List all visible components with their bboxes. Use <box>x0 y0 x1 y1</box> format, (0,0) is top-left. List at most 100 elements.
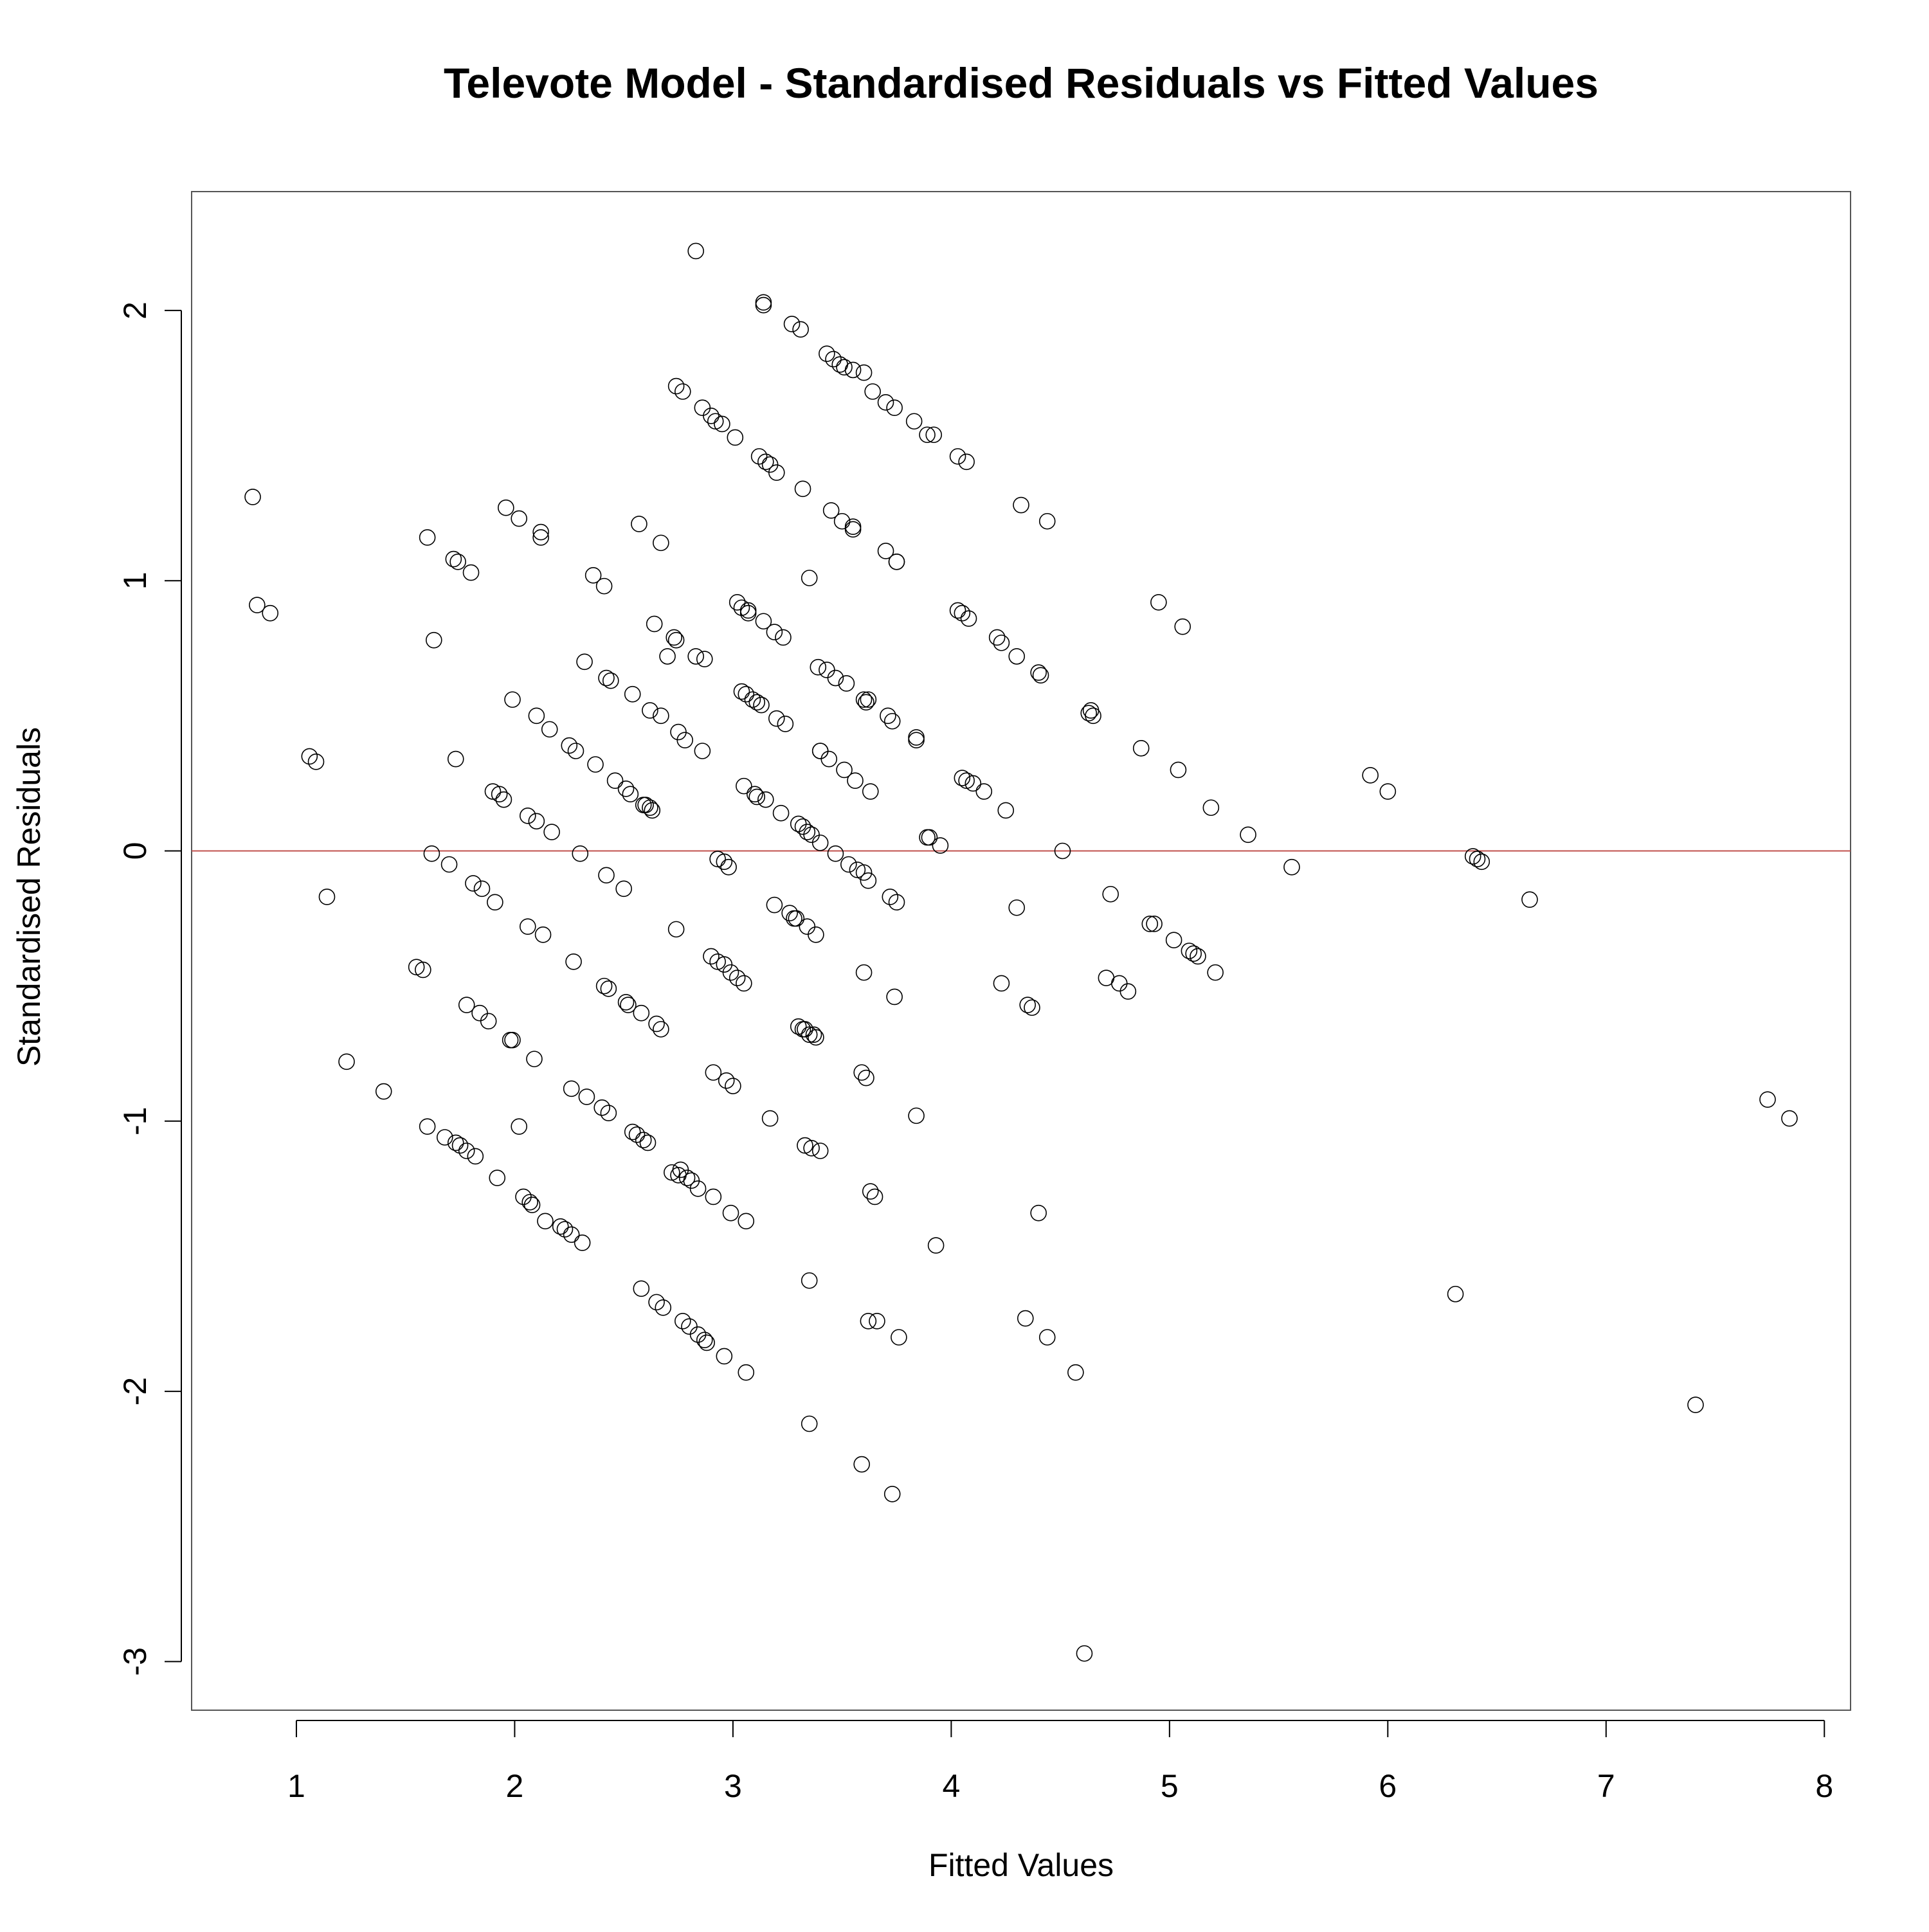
data-point <box>819 662 835 678</box>
data-point <box>1464 848 1481 865</box>
data-point <box>523 1196 541 1213</box>
x-tick-label: 6 <box>1379 1768 1397 1804</box>
data-point <box>772 804 790 822</box>
data-point <box>836 761 853 779</box>
data-point <box>949 448 966 465</box>
data-point <box>822 502 840 519</box>
data-point <box>532 523 549 541</box>
data-point <box>519 918 536 935</box>
data-point <box>593 1099 611 1116</box>
data-point <box>886 988 903 1006</box>
data-point <box>801 570 818 586</box>
data-point <box>249 597 266 613</box>
data-point <box>449 553 466 570</box>
data-point <box>1687 1396 1704 1413</box>
data-point <box>1207 964 1224 981</box>
data-point <box>844 518 862 535</box>
data-point <box>676 732 694 748</box>
data-point <box>781 905 798 921</box>
data-point <box>709 953 726 970</box>
data-point <box>426 631 442 649</box>
x-axis: 1 2 3 4 5 6 7 8 <box>287 1720 1833 1804</box>
data-point <box>725 1078 741 1094</box>
data-point <box>667 631 685 649</box>
data-point <box>860 872 877 889</box>
data-point <box>598 669 615 687</box>
data-point <box>748 788 766 806</box>
data-point <box>729 594 746 611</box>
x-tick-label: 7 <box>1597 1768 1615 1804</box>
data-point <box>747 786 763 803</box>
data-point <box>659 648 676 665</box>
data-point <box>1024 999 1040 1016</box>
y-tick-label: 2 <box>117 302 153 320</box>
data-point <box>908 732 925 748</box>
data-point <box>633 1280 650 1297</box>
data-point <box>794 818 811 835</box>
data-point <box>675 383 691 400</box>
data-point <box>628 1126 646 1143</box>
data-point <box>744 691 761 708</box>
data-point <box>797 1021 813 1038</box>
data-point <box>858 694 874 711</box>
data-point <box>667 921 685 938</box>
data-point <box>808 926 824 943</box>
data-point <box>574 1234 591 1251</box>
data-point <box>858 1069 874 1087</box>
data-point <box>637 797 654 813</box>
data-point <box>487 894 503 911</box>
data-point <box>862 783 879 800</box>
data-point <box>877 394 894 411</box>
data-point <box>696 1332 713 1349</box>
data-point <box>855 964 873 981</box>
data-point <box>458 1142 475 1159</box>
data-point <box>1240 826 1256 844</box>
data-point <box>1362 767 1379 784</box>
data-point <box>768 464 785 481</box>
data-point <box>860 1312 877 1330</box>
data-point <box>541 721 558 738</box>
data-point <box>748 694 766 711</box>
x-tick-label: 4 <box>942 1768 960 1804</box>
data-point <box>738 1364 755 1381</box>
data-point <box>648 1294 665 1311</box>
data-point <box>1080 705 1098 721</box>
data-point <box>1379 783 1397 800</box>
data-point <box>1054 842 1071 860</box>
data-point <box>595 577 613 595</box>
data-point <box>567 743 584 759</box>
data-point <box>1008 648 1026 665</box>
data-point <box>853 1064 870 1081</box>
data-point <box>883 1485 901 1503</box>
data-point <box>484 783 502 800</box>
data-point <box>921 829 938 846</box>
data-point <box>794 480 811 498</box>
data-point <box>1110 975 1128 992</box>
data-point <box>883 712 901 730</box>
data-point <box>617 994 635 1011</box>
data-point <box>617 781 635 797</box>
data-point <box>927 1237 945 1254</box>
data-point <box>761 1110 779 1127</box>
data-point <box>788 910 805 927</box>
data-point <box>722 1204 739 1222</box>
y-tick-label: -3 <box>117 1647 153 1675</box>
data-point <box>768 710 785 727</box>
data-point <box>709 851 726 867</box>
data-point <box>526 1051 543 1067</box>
data-point <box>318 889 336 905</box>
data-point <box>511 1118 528 1135</box>
data-point <box>543 824 560 840</box>
data-point <box>819 345 835 362</box>
data-point <box>1759 1091 1776 1108</box>
data-point <box>958 453 975 471</box>
data-point <box>733 683 750 700</box>
data-point <box>675 1312 691 1330</box>
data-point <box>301 748 318 765</box>
data-point <box>615 880 632 898</box>
chart-title: Televote Model - Standardised Residuals … <box>444 59 1598 107</box>
data-point <box>925 426 943 444</box>
data-point <box>552 1218 569 1235</box>
data-point <box>827 845 844 862</box>
